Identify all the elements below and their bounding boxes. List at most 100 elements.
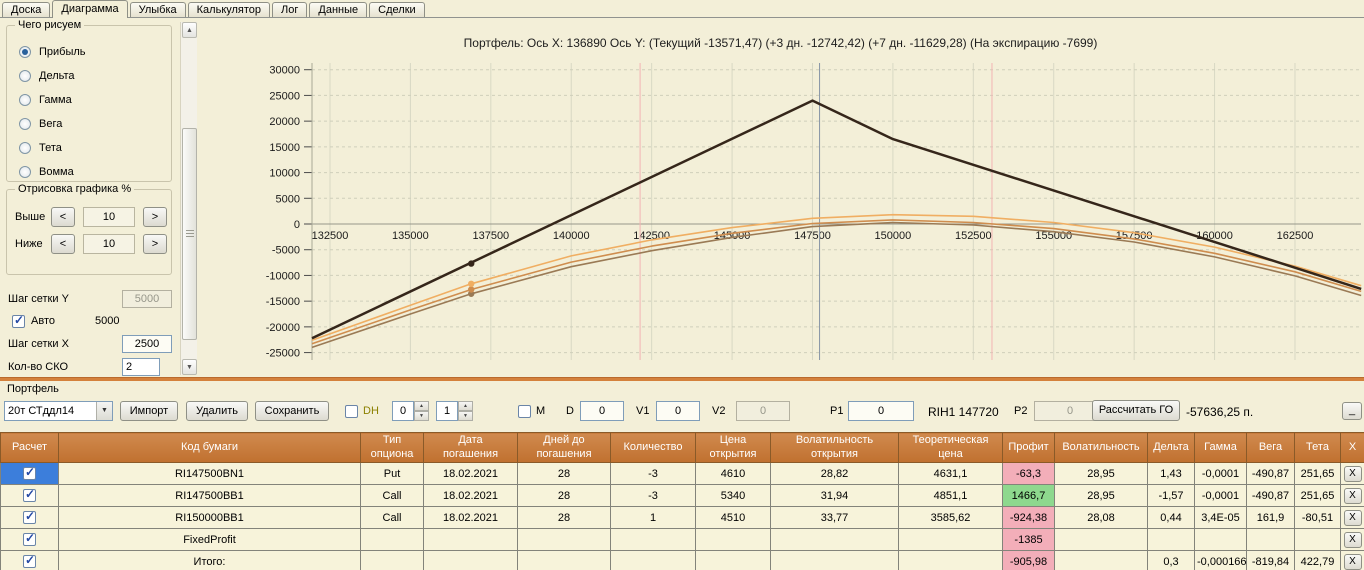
cell — [1054, 550, 1148, 570]
spinner-arrows-icon[interactable]: ▲ ▼ — [458, 401, 473, 421]
sko-count-input[interactable]: 2 — [122, 358, 160, 376]
scroll-down-arrow-icon[interactable]: ▼ — [182, 359, 197, 375]
cell — [360, 528, 424, 551]
tab-Диаграмма[interactable]: Диаграмма — [52, 0, 128, 18]
tab-Сделки[interactable]: Сделки — [369, 2, 425, 17]
above-decrease-button[interactable]: < — [51, 207, 75, 227]
tab-bar: Доска Диаграмма Улыбка Калькулятор Лог Данные… — [0, 0, 1364, 18]
calc-checkbox[interactable] — [23, 509, 36, 524]
column-header[interactable]: Код бумаги — [58, 432, 361, 463]
calc-checkbox[interactable] — [23, 487, 36, 502]
calc-checkbox[interactable] — [23, 531, 36, 546]
calc-checkbox[interactable] — [23, 465, 36, 480]
cell: 3,4E-05 — [1194, 506, 1247, 529]
cell: 18.02.2021 — [423, 506, 518, 529]
column-header[interactable]: Вега — [1246, 432, 1295, 463]
chevron-down-icon[interactable]: ▼ — [96, 402, 112, 420]
save-button[interactable]: Сохранить — [255, 401, 329, 421]
column-header[interactable]: X — [1340, 432, 1364, 463]
column-header[interactable]: Дельта — [1147, 432, 1195, 463]
delete-row-button[interactable]: X — [1343, 553, 1362, 570]
radio-icon[interactable] — [19, 93, 31, 106]
tab-Данные[interactable]: Данные — [309, 2, 368, 17]
sko-count-label: Кол-во СКО — [8, 361, 69, 373]
portfolio-select[interactable]: 20т СТддл14 ▼ — [4, 401, 113, 421]
tab-Доска[interactable]: Доска — [2, 2, 51, 17]
m-checkbox[interactable] — [518, 405, 531, 418]
v1-input[interactable]: 0 — [656, 401, 700, 421]
delete-row-button[interactable]: X — [1343, 531, 1362, 548]
dh-spinner-1[interactable]: 0 ▲ ▼ — [392, 401, 429, 421]
tab-Улыбка[interactable]: Улыбка — [129, 2, 186, 17]
delete-row-button[interactable]: X — [1343, 509, 1362, 526]
radio-icon[interactable] — [19, 45, 31, 58]
cell — [1194, 528, 1247, 551]
column-header[interactable]: Профит — [1002, 432, 1055, 463]
calc-checkbox[interactable] — [23, 553, 36, 568]
dh-spinner-2[interactable]: 1 ▲ ▼ — [436, 401, 473, 421]
column-header[interactable]: Дата погашения — [423, 432, 518, 463]
column-header[interactable]: Расчет — [0, 432, 59, 463]
draw-option-Вега[interactable]: Вега — [7, 112, 171, 135]
column-header[interactable]: Волатильность открытия — [770, 432, 899, 463]
cell — [898, 550, 1003, 570]
portfolio-select-value: 20т СТддл14 — [8, 405, 75, 417]
dh-checkbox[interactable] — [345, 405, 358, 418]
draw-option-Вомма[interactable]: Вомма — [7, 160, 171, 183]
grid-step-x-label: Шаг сетки X — [8, 338, 69, 350]
tab-Лог[interactable]: Лог — [272, 2, 308, 17]
column-header[interactable]: Тип опциона — [360, 432, 424, 463]
draw-option-Дельта[interactable]: Дельта — [7, 64, 171, 87]
cell: -3 — [610, 484, 696, 507]
import-button[interactable]: Импорт — [120, 401, 178, 421]
tab-Калькулятор[interactable]: Калькулятор — [187, 2, 271, 17]
above-increase-button[interactable]: > — [143, 207, 167, 227]
p2-input[interactable]: 0 — [1034, 401, 1106, 421]
radio-icon[interactable] — [19, 69, 31, 82]
p1-input[interactable]: 0 — [848, 401, 914, 421]
draw-option-Гамма[interactable]: Гамма — [7, 88, 171, 111]
scrollbar-thumb[interactable] — [182, 128, 197, 340]
cell: 251,65 — [1294, 462, 1341, 485]
column-header[interactable]: Дней до погашения — [517, 432, 611, 463]
cell: 28 — [517, 462, 611, 485]
below-percent-input[interactable]: 10 — [83, 234, 135, 254]
delete-row-button[interactable]: X — [1343, 487, 1362, 504]
column-header[interactable]: Волатильность — [1054, 432, 1148, 463]
column-header[interactable]: Количество — [610, 432, 696, 463]
draw-option-Тета[interactable]: Тета — [7, 136, 171, 159]
column-header[interactable]: Теоретическая цена — [898, 432, 1003, 463]
cell: -490,87 — [1246, 462, 1295, 485]
scroll-up-arrow-icon[interactable]: ▲ — [182, 22, 197, 38]
calc-go-button[interactable]: Рассчитать ГО — [1092, 400, 1180, 421]
cell — [1246, 528, 1295, 551]
auto-checkbox[interactable] — [12, 313, 25, 328]
v2-input[interactable]: 0 — [736, 401, 790, 421]
cell: 4631,1 — [898, 462, 1003, 485]
above-percent-input[interactable]: 10 — [83, 207, 135, 227]
svg-text:157500: 157500 — [1116, 230, 1153, 242]
column-header[interactable]: Гамма — [1194, 432, 1247, 463]
grid-step-x-input[interactable]: 2500 — [122, 335, 172, 353]
delete-button[interactable]: Удалить — [186, 401, 248, 421]
column-header[interactable]: Тета — [1294, 432, 1341, 463]
grid-step-y-input[interactable]: 5000 — [122, 290, 172, 308]
draw-option-label: Прибыль — [39, 45, 86, 58]
cell — [610, 528, 696, 551]
radio-icon[interactable] — [19, 117, 31, 130]
draw-options: Прибыль Дельта Гамма Вега Тета Вомма — [7, 40, 171, 183]
spinner-arrows-icon[interactable]: ▲ ▼ — [414, 401, 429, 421]
d-input[interactable]: 0 — [580, 401, 624, 421]
column-header[interactable]: Цена открытия — [695, 432, 771, 463]
below-increase-button[interactable]: > — [143, 234, 167, 254]
panel-scrollbar[interactable]: ▲ ▼ — [180, 22, 197, 375]
draw-option-Прибыль[interactable]: Прибыль — [7, 40, 171, 63]
delete-row-button[interactable]: X — [1343, 465, 1362, 482]
radio-icon[interactable] — [19, 165, 31, 178]
below-decrease-button[interactable]: < — [51, 234, 75, 254]
cell: -924,38 — [1002, 506, 1055, 529]
render-percent-group: Отрисовка графика % Выше < 10 > Ниже < 1… — [6, 183, 172, 275]
minimize-button[interactable]: _ — [1342, 402, 1362, 420]
radio-icon[interactable] — [19, 141, 31, 154]
